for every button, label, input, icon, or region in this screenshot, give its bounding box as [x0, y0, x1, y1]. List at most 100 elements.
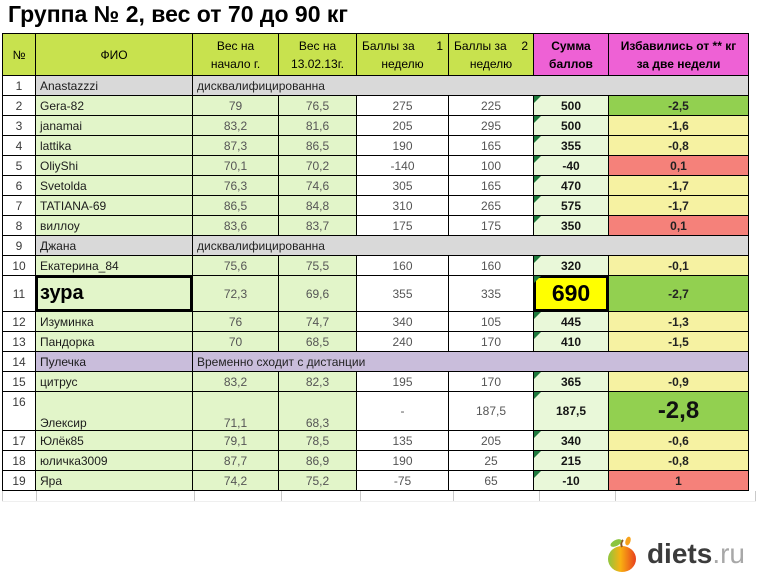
cell-weight-current[interactable]: 81,6	[278, 115, 357, 136]
cell-weight-current[interactable]: 69,6	[278, 275, 357, 312]
cell-row-number[interactable]: 10	[2, 255, 36, 276]
cell-points-week2[interactable]: 175	[448, 215, 534, 236]
cell-points-sum[interactable]: -10	[533, 470, 609, 491]
cell-weight-start[interactable]: 76,3	[192, 175, 279, 196]
cell-weight-lost[interactable]: -2,8	[608, 391, 749, 431]
cell-row-number[interactable]: 5	[2, 155, 36, 176]
cell-name[interactable]: Яра	[35, 470, 193, 491]
cell-points-week1[interactable]: 160	[356, 255, 449, 276]
cell-weight-lost[interactable]: -1,7	[608, 175, 749, 196]
cell-points-sum[interactable]: 500	[533, 95, 609, 116]
cell-weight-start[interactable]: 83,2	[192, 115, 279, 136]
cell-weight-lost[interactable]: -0,9	[608, 371, 749, 392]
cell-weight-current[interactable]: 82,3	[278, 371, 357, 392]
cell-name[interactable]: Anastazzzi	[35, 75, 193, 96]
cell-weight-start[interactable]: 76	[192, 311, 279, 332]
cell-points-week2[interactable]: 100	[448, 155, 534, 176]
cell-row-number[interactable]: 15	[2, 371, 36, 392]
cell-name[interactable]: Пандорка	[35, 331, 193, 352]
cell-row-number[interactable]: 1	[2, 75, 36, 96]
cell-status-note[interactable]: дисквалифицированна	[192, 235, 749, 256]
cell-row-number[interactable]: 17	[2, 430, 36, 451]
cell-row-number[interactable]: 2	[2, 95, 36, 116]
cell-weight-start[interactable]: 87,7	[192, 450, 279, 471]
cell-points-sum[interactable]: -40	[533, 155, 609, 176]
cell-name[interactable]: lattika	[35, 135, 193, 156]
cell-name[interactable]: Изуминка	[35, 311, 193, 332]
cell-points-week2[interactable]: 205	[448, 430, 534, 451]
cell-name[interactable]: Svetolda	[35, 175, 193, 196]
cell-weight-current[interactable]: 70,2	[278, 155, 357, 176]
cell-weight-lost[interactable]: 1	[608, 470, 749, 491]
cell-row-number[interactable]: 9	[2, 235, 36, 256]
column-header-p2[interactable]: Баллы за 2 неделю	[448, 33, 534, 76]
cell-weight-current[interactable]: 86,5	[278, 135, 357, 156]
cell-name[interactable]: TATIANA-69	[35, 195, 193, 216]
cell-status-note[interactable]: дисквалифицированна	[192, 75, 749, 96]
cell-points-sum[interactable]: 355	[533, 135, 609, 156]
cell-name[interactable]: Пулечка	[35, 351, 193, 372]
cell-row-number[interactable]: 8	[2, 215, 36, 236]
cell-weight-start[interactable]: 75,6	[192, 255, 279, 276]
cell-points-week1[interactable]: 275	[356, 95, 449, 116]
cell-points-week2[interactable]: 265	[448, 195, 534, 216]
cell-name[interactable]: Джана	[35, 235, 193, 256]
cell-name[interactable]: OliyShi	[35, 155, 193, 176]
cell-name[interactable]: Gera-82	[35, 95, 193, 116]
column-header-result[interactable]: Избавились от ** кг за две недели	[608, 33, 749, 76]
diets-ru-logo[interactable]: diets .ru	[605, 534, 745, 574]
cell-points-week2[interactable]: 187,5	[448, 391, 534, 431]
cell-points-week1[interactable]: 305	[356, 175, 449, 196]
cell-points-week1[interactable]: -75	[356, 470, 449, 491]
cell-row-number[interactable]: 6	[2, 175, 36, 196]
cell-weight-lost[interactable]: -1,6	[608, 115, 749, 136]
cell-weight-lost[interactable]: 0,1	[608, 155, 749, 176]
cell-name[interactable]: Екатерина_84	[35, 255, 193, 276]
cell-name[interactable]: юличка3009	[35, 450, 193, 471]
cell-points-week1[interactable]: 135	[356, 430, 449, 451]
cell-weight-start[interactable]: 79	[192, 95, 279, 116]
cell-points-week2[interactable]: 295	[448, 115, 534, 136]
cell-weight-lost[interactable]: -1,7	[608, 195, 749, 216]
cell-points-week1[interactable]: 355	[356, 275, 449, 312]
cell-weight-current[interactable]: 86,9	[278, 450, 357, 471]
column-header-num[interactable]: №	[2, 33, 36, 76]
cell-points-week2[interactable]: 160	[448, 255, 534, 276]
cell-points-week2[interactable]: 335	[448, 275, 534, 312]
cell-weight-current[interactable]: 83,7	[278, 215, 357, 236]
cell-weight-start[interactable]: 87,3	[192, 135, 279, 156]
cell-weight-start[interactable]: 83,6	[192, 215, 279, 236]
cell-weight-lost[interactable]: 0,1	[608, 215, 749, 236]
cell-points-week1[interactable]: 310	[356, 195, 449, 216]
cell-weight-start[interactable]: 79,1	[192, 430, 279, 451]
cell-points-sum[interactable]: 690	[533, 275, 609, 312]
cell-row-number[interactable]: 16	[2, 391, 36, 431]
cell-weight-lost[interactable]: -0,1	[608, 255, 749, 276]
cell-points-week1[interactable]: 240	[356, 331, 449, 352]
cell-weight-start[interactable]: 70,1	[192, 155, 279, 176]
cell-weight-current[interactable]: 68,3	[278, 391, 357, 431]
cell-weight-lost[interactable]: -2,7	[608, 275, 749, 312]
cell-points-week2[interactable]: 225	[448, 95, 534, 116]
cell-points-week1[interactable]: 195	[356, 371, 449, 392]
cell-weight-lost[interactable]: -0,8	[608, 450, 749, 471]
cell-row-number[interactable]: 14	[2, 351, 36, 372]
cell-name[interactable]: janamai	[35, 115, 193, 136]
cell-points-week1[interactable]: 205	[356, 115, 449, 136]
cell-weight-start[interactable]: 74,2	[192, 470, 279, 491]
cell-points-sum[interactable]: 187,5	[533, 391, 609, 431]
column-header-p1[interactable]: Баллы за 1 неделю	[356, 33, 449, 76]
cell-points-sum[interactable]: 410	[533, 331, 609, 352]
cell-row-number[interactable]: 19	[2, 470, 36, 491]
column-header-w2[interactable]: Вес на 13.02.13г.	[278, 33, 357, 76]
cell-points-week1[interactable]: 340	[356, 311, 449, 332]
cell-points-sum[interactable]: 445	[533, 311, 609, 332]
cell-name[interactable]: зура	[35, 275, 193, 312]
cell-weight-lost[interactable]: -2,5	[608, 95, 749, 116]
cell-name[interactable]: виллоу	[35, 215, 193, 236]
cell-points-sum[interactable]: 470	[533, 175, 609, 196]
cell-points-week2[interactable]: 170	[448, 331, 534, 352]
cell-points-week2[interactable]: 25	[448, 450, 534, 471]
column-header-sum[interactable]: Сумма баллов	[533, 33, 609, 76]
cell-points-week2[interactable]: 105	[448, 311, 534, 332]
